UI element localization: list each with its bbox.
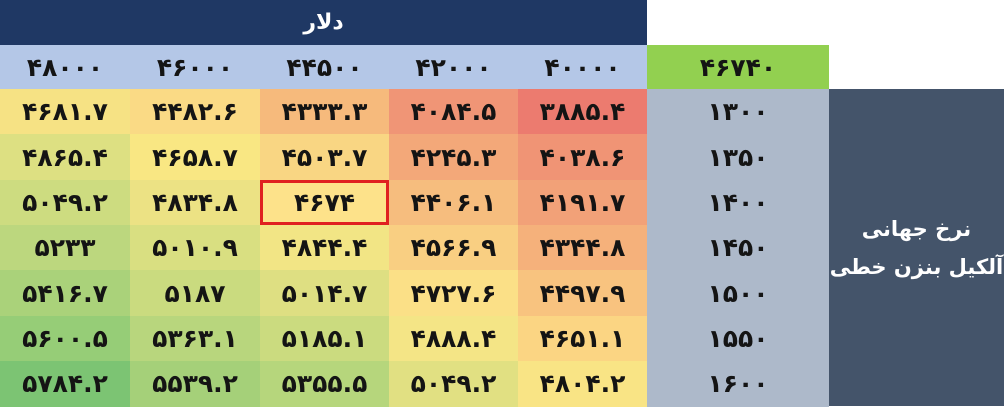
value-cell: ۴۵۰۳.۷: [260, 134, 389, 181]
value-cell: ۴۶۷۴: [260, 179, 389, 226]
value-cell: ۵۳۵۵.۵: [260, 360, 389, 407]
value-cell: ۵۰۱۰.۹: [130, 224, 260, 271]
value-cell: ۴۴۹۷.۹: [518, 270, 647, 316]
value-cell: ۴۸۳۴.۸: [130, 179, 260, 226]
row-header: ۱۴۰۰: [647, 179, 829, 226]
value-cell: ۵۰۴۹.۲: [0, 179, 130, 226]
column-header-1: ۴۲۰۰۰: [389, 45, 518, 89]
value-cell: ۵۵۳۹.۲: [130, 360, 260, 407]
value-cell: ۴۴۰۶.۱: [389, 179, 518, 226]
value-cell: ۴۶۵۸.۷: [130, 134, 260, 181]
value-cell: ۵۲۳۳: [0, 224, 130, 271]
value-cell: ۴۷۲۷.۶: [389, 270, 518, 316]
value-cell: ۵۱۸۵.۱: [260, 315, 389, 362]
value-cell: ۵۴۱۶.۷: [0, 270, 130, 316]
side-label-line2: آلکیل بنزن خطی: [829, 254, 1004, 279]
row-header: ۱۵۰۰: [647, 270, 829, 316]
corner-value-cell: ۴۶۷۴۰: [647, 45, 829, 89]
column-header-0: ۴۰۰۰۰: [518, 45, 647, 89]
row-header: ۱۶۰۰: [647, 360, 829, 407]
value-cell: ۳۸۸۵.۴: [518, 89, 647, 135]
value-cell: ۴۶۸۱.۷: [0, 89, 130, 135]
value-cell: ۵۶۰۰.۵: [0, 315, 130, 362]
side-label-line1: نرخ جهانی: [861, 216, 972, 241]
value-cell: ۵۷۸۴.۲: [0, 360, 130, 407]
value-cell: ۴۳۳۳.۳: [260, 89, 389, 135]
value-cell: ۴۵۶۶.۹: [389, 224, 518, 271]
value-cell: ۴۱۹۱.۷: [518, 179, 647, 226]
column-header-4: ۴۸۰۰۰: [0, 45, 130, 89]
value-cell: ۴۰۳۸.۶: [518, 134, 647, 181]
value-cell: ۵۰۴۹.۲: [389, 360, 518, 407]
value-cell: ۴۸۰۴.۲: [518, 360, 647, 407]
value-cell: ۴۸۶۵.۴: [0, 134, 130, 181]
side-label: نرخ جهانی آلکیل بنزن خطی: [829, 89, 1004, 406]
column-header-2: ۴۴۵۰۰: [260, 45, 389, 89]
value-cell: ۵۰۱۴.۷: [260, 270, 389, 316]
value-cell: ۵۱۸۷: [130, 270, 260, 316]
value-cell: ۵۳۶۳.۱: [130, 315, 260, 362]
value-cell: ۴۳۴۴.۸: [518, 224, 647, 271]
value-cell: ۴۸۴۴.۴: [260, 224, 389, 271]
currency-header: دلار: [0, 0, 647, 45]
row-header: ۱۵۵۰: [647, 315, 829, 362]
value-cell: ۴۸۸۸.۴: [389, 315, 518, 362]
row-header: ۱۳۰۰: [647, 89, 829, 135]
value-cell: ۴۲۴۵.۳: [389, 134, 518, 181]
highlight-box: [260, 179, 389, 226]
row-header: ۱۴۵۰: [647, 224, 829, 271]
value-cell: ۴۰۸۴.۵: [389, 89, 518, 135]
value-cell: ۴۴۸۲.۶: [130, 89, 260, 135]
value-cell: ۴۶۵۱.۱: [518, 315, 647, 362]
row-header: ۱۳۵۰: [647, 134, 829, 181]
column-header-3: ۴۶۰۰۰: [130, 45, 260, 89]
